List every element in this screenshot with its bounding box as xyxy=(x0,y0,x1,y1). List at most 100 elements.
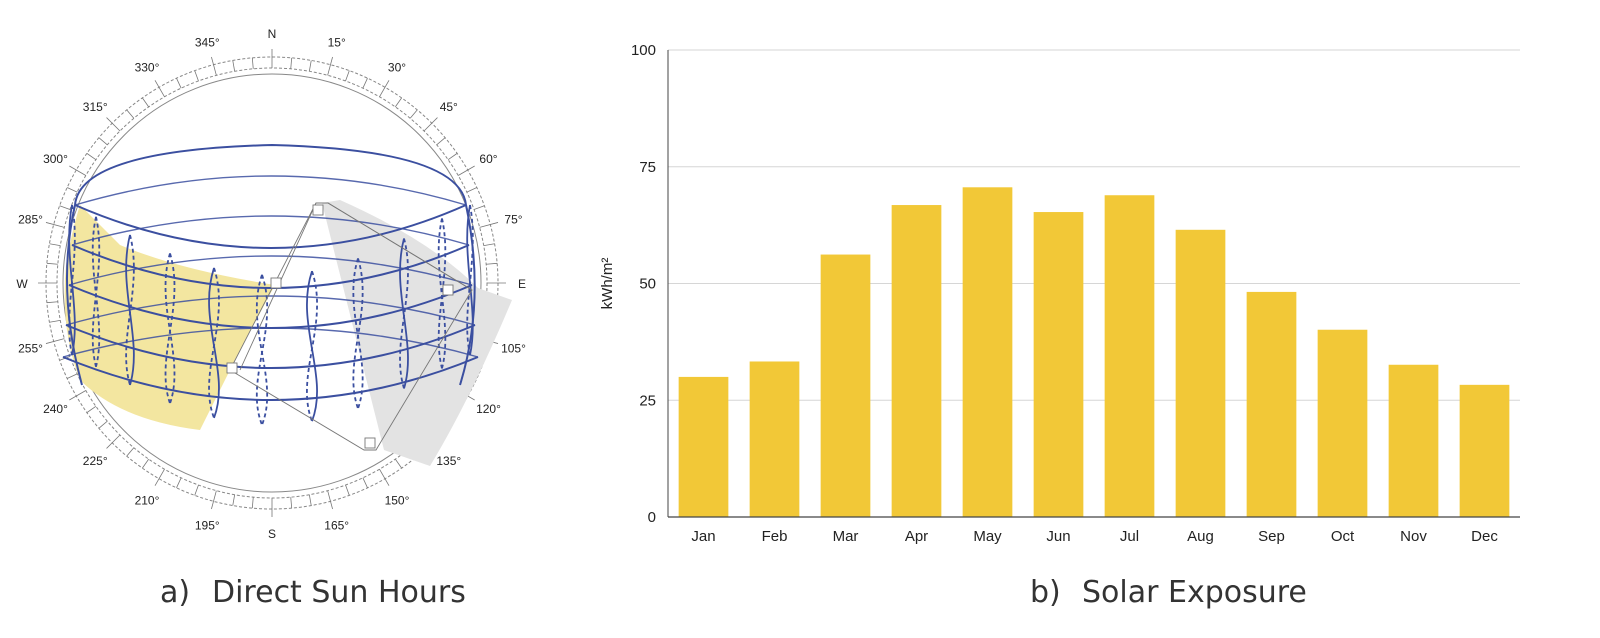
sun-path-diagram: N E S W 15° 30° 45° 60° 75° 105° 120° 135° 150° 165° 1… xyxy=(16,27,526,541)
bar-jul xyxy=(1104,195,1155,517)
ring-tick xyxy=(308,494,312,506)
ring-tick xyxy=(126,447,135,457)
degree-label: 120° xyxy=(476,402,501,416)
x-tick-label: Sep xyxy=(1258,528,1285,545)
hour-curve-dashed xyxy=(437,218,447,369)
caption-b-text: Solar Exposure xyxy=(1082,575,1307,610)
ring-tick xyxy=(251,497,254,509)
degree-label: 315° xyxy=(83,100,108,114)
y-axis-label: kWh/m² xyxy=(599,258,616,310)
y-tick-label: 50 xyxy=(639,276,656,293)
hour-curve-dashed xyxy=(125,234,135,386)
degree-label: 105° xyxy=(501,342,526,356)
ring-tick xyxy=(290,57,293,69)
ring-tick xyxy=(176,78,182,89)
ring-tick xyxy=(98,137,108,146)
ring-tick xyxy=(345,484,350,496)
y-tick-label: 75 xyxy=(639,159,656,176)
ring-tick xyxy=(86,153,97,161)
caption-a-letter: a) xyxy=(160,575,191,610)
hour-curve-dashed xyxy=(399,238,409,389)
ring-tick xyxy=(106,434,121,449)
ring-tick xyxy=(379,468,390,486)
degree-label: 240° xyxy=(43,402,68,416)
date-arc-back xyxy=(62,327,479,358)
date-arc xyxy=(74,204,467,249)
ring-tick xyxy=(327,490,333,510)
ring-tick xyxy=(379,80,390,98)
caption-b-letter: b) xyxy=(1030,575,1061,610)
ring-tick xyxy=(126,109,135,119)
y-tick-label: 25 xyxy=(639,392,656,409)
ring-tick xyxy=(362,78,368,89)
ring-tick xyxy=(436,137,446,146)
shadow-region xyxy=(322,200,512,466)
hour-curve-dashed xyxy=(352,258,364,409)
ring-tick xyxy=(45,222,65,228)
ring-tick xyxy=(457,165,475,176)
x-tick-label: Mar xyxy=(833,528,859,545)
ring-tick xyxy=(211,56,217,76)
ring-tick xyxy=(194,484,199,496)
x-tick-label: Nov xyxy=(1400,528,1427,545)
band-back-rim xyxy=(74,143,467,206)
degree-label: 150° xyxy=(385,494,410,508)
degree-label: 15° xyxy=(328,36,346,50)
ring-tick xyxy=(394,458,402,469)
hour-curve-dashed xyxy=(164,253,176,404)
direct-sun-hours-caption: a) Direct Sun Hours xyxy=(160,575,466,610)
x-tick-label: Feb xyxy=(762,528,788,545)
ring-tick xyxy=(447,153,458,161)
x-tick-label: May xyxy=(973,528,1002,545)
degree-label: 75° xyxy=(504,212,522,226)
date-arc-back xyxy=(71,215,470,246)
bar-nov xyxy=(1388,364,1439,517)
bar-jan xyxy=(678,376,729,517)
bar-dec xyxy=(1459,384,1510,517)
compass-s: S xyxy=(268,527,276,541)
window-corner xyxy=(312,204,324,216)
date-arc-back xyxy=(65,295,476,326)
date-arc-back xyxy=(74,175,467,206)
ring-tick xyxy=(69,165,87,176)
x-tick-label: Jul xyxy=(1120,528,1139,545)
bar-sep xyxy=(1246,291,1297,517)
hour-curve-dashed xyxy=(306,270,318,422)
band-left-edge xyxy=(65,204,83,386)
compass-w: W xyxy=(16,277,28,291)
window-corner xyxy=(442,284,454,296)
hour-curve-dashed xyxy=(91,216,101,367)
bar-feb xyxy=(749,361,800,517)
hour-curve-dashed xyxy=(68,204,76,356)
ring-tick xyxy=(154,80,165,98)
ring-tick xyxy=(46,301,58,304)
y-tick-label: 100 xyxy=(631,42,656,59)
ring-tick xyxy=(59,205,71,210)
bar-may xyxy=(962,187,1013,517)
caption-a-text: Direct Sun Hours xyxy=(212,575,466,610)
x-tick-label: Apr xyxy=(905,528,928,545)
date-arc-back xyxy=(68,255,473,286)
hour-curve-dashed xyxy=(466,204,474,356)
solar-exposure-bar-chart: 0 25 50 75 100 Jan Feb Mar Apr May Jun Jul Aug Sep Oct… xyxy=(599,42,1520,545)
ring-tick xyxy=(473,205,485,210)
ring-tick xyxy=(46,262,58,265)
ring-tick xyxy=(486,262,498,265)
date-arc xyxy=(62,356,479,401)
bar-aug xyxy=(1175,229,1226,518)
ring-tick xyxy=(67,373,78,379)
ring-tick xyxy=(394,97,402,108)
degree-label: 225° xyxy=(83,454,108,468)
ring-tick xyxy=(483,243,495,247)
solar-exposure-caption: b) Solar Exposure xyxy=(1030,575,1307,610)
degree-label: 165° xyxy=(324,518,349,532)
hour-curve-dashed xyxy=(208,267,220,419)
ring-tick xyxy=(308,60,312,72)
ring-tick xyxy=(423,117,438,132)
ring-tick xyxy=(211,490,217,510)
ring-tick xyxy=(290,497,293,509)
ring-tick xyxy=(176,477,182,488)
ring-tick xyxy=(69,390,87,401)
ring-tick xyxy=(142,458,150,469)
bar-mar xyxy=(820,254,871,517)
